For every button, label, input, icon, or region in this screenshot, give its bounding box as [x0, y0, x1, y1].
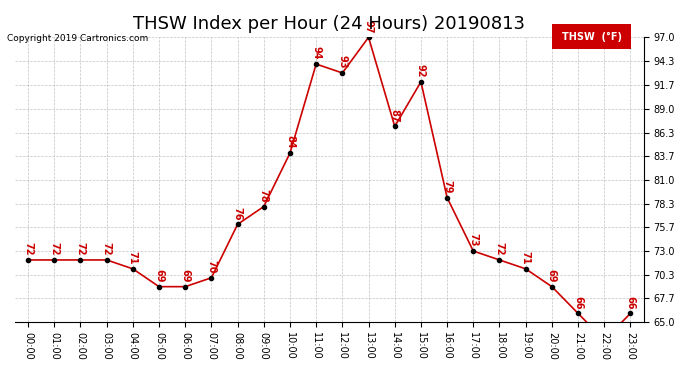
Text: 92: 92: [416, 64, 426, 78]
Text: 72: 72: [101, 242, 112, 256]
Text: 72: 72: [495, 242, 504, 256]
Text: 79: 79: [442, 180, 452, 194]
Text: 66: 66: [573, 296, 583, 309]
Text: 71: 71: [521, 251, 531, 265]
Text: 84: 84: [285, 135, 295, 149]
Text: Copyright 2019 Cartronics.com: Copyright 2019 Cartronics.com: [7, 34, 148, 43]
Text: 69: 69: [154, 269, 164, 282]
Text: 97: 97: [364, 20, 373, 33]
Title: THSW Index per Hour (24 Hours) 20190813: THSW Index per Hour (24 Hours) 20190813: [133, 15, 525, 33]
Text: 93: 93: [337, 55, 347, 69]
Text: 76: 76: [233, 207, 243, 220]
Text: 72: 72: [75, 242, 86, 256]
Text: 71: 71: [128, 251, 138, 265]
Text: 69: 69: [547, 269, 557, 282]
Text: 72: 72: [23, 242, 33, 256]
Text: 63: 63: [0, 374, 1, 375]
Text: 72: 72: [49, 242, 59, 256]
Text: 78: 78: [259, 189, 269, 202]
Text: 69: 69: [180, 269, 190, 282]
Text: 70: 70: [206, 260, 217, 274]
Text: 66: 66: [625, 296, 635, 309]
Text: 73: 73: [469, 233, 478, 247]
Text: 94: 94: [311, 46, 321, 60]
Text: 87: 87: [390, 109, 400, 122]
Text: THSW  (°F): THSW (°F): [562, 32, 622, 42]
